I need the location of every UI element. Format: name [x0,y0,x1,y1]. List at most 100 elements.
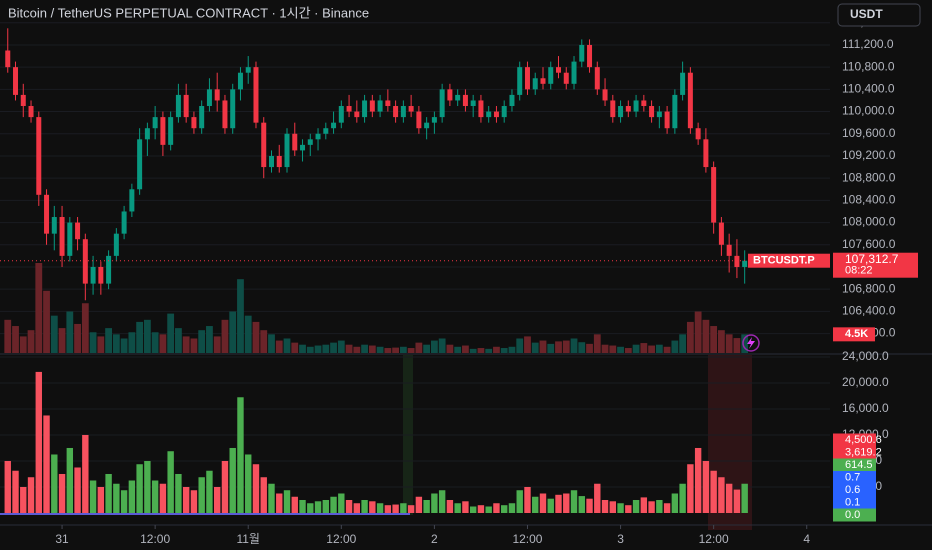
volume-bar [454,503,461,513]
volume-bar [229,447,236,513]
x-tick-label: 4 [803,532,810,546]
candle-body [734,255,740,267]
indicator-badge [833,471,876,484]
volume-overlay-bar [694,311,702,353]
volume-overlay-bar [12,326,19,353]
volume-overlay-bar [438,338,446,353]
volume-badge [833,327,875,342]
candle-body [509,94,515,107]
indicator-badge [833,483,876,497]
volume-overlay-bar [81,303,89,353]
volume-overlay-bar [283,338,291,353]
candle-body [222,100,228,129]
volume-overlay-bar [35,263,43,353]
candle-body [633,100,639,112]
volume-bar [268,483,275,513]
volume-bar [89,480,97,513]
volume-overlay-bar [136,321,144,353]
candle-body [742,260,748,267]
volume-bar [718,477,725,513]
candle-body [362,100,368,118]
y-tick-label: 108,000.0 [842,215,896,229]
volume-bar [392,504,399,513]
volume-overlay-bar [190,338,198,353]
volume-bar [237,397,244,513]
volume-bar [462,501,469,513]
volume-bar [307,503,314,513]
volume-overlay-bar [632,344,640,353]
volume-bar [438,490,446,513]
volume-bar [299,499,306,513]
volume-bar [501,505,508,513]
volume-bar [679,483,686,513]
candle-body [44,194,50,234]
candle-body [718,222,724,245]
volume-bar [198,477,205,513]
y-tick-label: 110,800.0 [842,59,895,73]
indicator-label: 0.0 [845,509,860,521]
candle-body [455,94,461,101]
currency-label[interactable]: USDT [850,7,883,21]
alert-icon-bolt [747,337,755,349]
volume-bar [4,460,11,513]
x-tick-label: 12:00 [140,532,170,546]
volume-overlay-bar [531,342,539,353]
y-tick-label: 107,600.0 [842,237,896,251]
volume-bar [547,498,554,513]
volume-overlay-bar [337,340,345,353]
volume-bar [694,447,702,513]
candle-body [385,100,391,107]
volume-bar [477,505,485,513]
volume-overlay-bar [454,346,462,353]
volume-overlay-bar [105,328,112,353]
candle-body [245,67,251,73]
volume-overlay-bar [555,341,562,353]
volume-bar [113,483,120,513]
indicator-badge [833,496,876,509]
candle-body [106,255,112,284]
volume-bar [314,501,322,513]
volume-overlay-bar [175,328,182,353]
volume-bar [532,496,539,513]
candle-body [563,72,569,84]
candle-body [183,94,189,118]
candle-body [36,117,42,195]
volume-overlay-bar [477,348,485,353]
volume-bar [260,477,267,513]
volume-bar [213,486,221,513]
volume-overlay-bar [74,323,81,353]
candle-body [594,67,600,90]
candle-body [393,106,399,118]
indicator-label: 4,500.6 [845,434,882,446]
alert-icon[interactable] [742,334,760,352]
candle-body [191,117,197,129]
volume-overlay-bar [399,346,407,353]
volume-overlay-bar [97,336,105,353]
y-tick-label: 24,000.0 [842,349,889,363]
candle-body [579,44,585,62]
volume-bar [43,415,50,513]
candle-body [687,72,693,129]
volume-overlay-bar [345,344,353,353]
candle-body [98,266,104,284]
volume-overlay-bar [376,346,384,353]
countdown-label: 08:22 [845,265,873,277]
volume-bar [291,496,298,513]
currency-button[interactable] [837,3,921,27]
candle-body [408,106,414,112]
volume-bar [578,496,585,513]
volume-overlay-bar [120,338,128,353]
volume-overlay-bar [260,330,268,353]
candle-body [587,44,593,68]
volume-bar [741,483,748,513]
volume-overlay-bar [237,279,244,353]
candle-body [268,155,274,168]
candle-body [90,266,96,284]
volume-bar [58,473,66,513]
candle-body [292,133,298,151]
volume-overlay-bar [547,343,555,353]
candle-body [315,133,321,140]
volume-overlay-bar [508,346,516,353]
indicator-badge [833,508,876,522]
y-tick-label: 109,600.0 [842,126,896,140]
